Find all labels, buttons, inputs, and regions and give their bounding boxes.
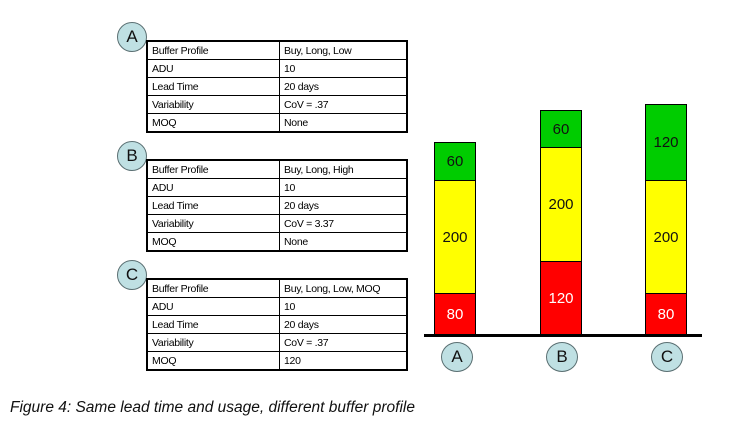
row-value: 120 <box>279 351 408 371</box>
yellow-zone: 200 <box>540 147 582 262</box>
figure-caption: Figure 4: Same lead time and usage, diff… <box>10 399 415 416</box>
row-label: ADU <box>146 59 280 78</box>
row-label: Lead Time <box>146 196 280 215</box>
row-label: Variability <box>146 333 280 352</box>
table-row: MOQ None <box>146 113 408 133</box>
table-row: Variability CoV = 3.37 <box>146 214 408 233</box>
green-zone: 60 <box>434 142 476 181</box>
row-value: Buy, Long, Low <box>279 40 408 60</box>
yellow-zone: 200 <box>434 180 476 294</box>
row-label: Buffer Profile <box>146 159 280 179</box>
buffer-bar-c: 120 200 80 <box>645 104 687 335</box>
green-zone: 60 <box>540 110 582 148</box>
bar-label-a: A <box>441 342 473 372</box>
bar-label-c: C <box>651 342 683 372</box>
row-label: Variability <box>146 214 280 233</box>
table-row: MOQ 120 <box>146 351 408 371</box>
row-value: Buy, Long, Low, MOQ <box>279 278 408 298</box>
table-row: ADU 10 <box>146 59 408 78</box>
row-label: MOQ <box>146 351 280 371</box>
row-value: None <box>279 113 408 133</box>
row-value: None <box>279 232 408 252</box>
badge-c: C <box>117 260 147 290</box>
red-zone: 80 <box>434 293 476 335</box>
red-zone: 120 <box>540 261 582 335</box>
table-row: Lead Time 20 days <box>146 196 408 215</box>
row-label: ADU <box>146 178 280 197</box>
red-zone: 80 <box>645 293 687 335</box>
badge-b: B <box>117 141 147 171</box>
buffer-bar-b: 60 200 120 <box>540 110 582 335</box>
row-label: Buffer Profile <box>146 40 280 60</box>
baseline <box>424 334 702 337</box>
row-value: 20 days <box>279 196 408 215</box>
green-zone: 120 <box>645 104 687 181</box>
table-row: Lead Time 20 days <box>146 77 408 96</box>
row-value: 20 days <box>279 77 408 96</box>
table-row: Variability CoV = .37 <box>146 333 408 352</box>
yellow-zone: 200 <box>645 180 687 294</box>
table-row: ADU 10 <box>146 178 408 197</box>
row-label: Lead Time <box>146 77 280 96</box>
table-row: Lead Time 20 days <box>146 315 408 334</box>
table-row: MOQ None <box>146 232 408 252</box>
row-label: Lead Time <box>146 315 280 334</box>
row-label: MOQ <box>146 113 280 133</box>
row-value: 10 <box>279 178 408 197</box>
table-row: Buffer Profile Buy, Long, High <box>146 159 408 179</box>
table-row: ADU 10 <box>146 297 408 316</box>
row-label: ADU <box>146 297 280 316</box>
profile-table-b: Buffer Profile Buy, Long, High ADU 10 Lead… <box>146 159 408 252</box>
badge-a: A <box>117 22 147 52</box>
row-label: MOQ <box>146 232 280 252</box>
row-value: 10 <box>279 297 408 316</box>
table-row: Variability CoV = .37 <box>146 95 408 114</box>
buffer-bar-a: 60 200 80 <box>434 142 476 335</box>
bar-label-b: B <box>546 342 578 372</box>
row-value: CoV = 3.37 <box>279 214 408 233</box>
row-value: 20 days <box>279 315 408 334</box>
row-value: CoV = .37 <box>279 95 408 114</box>
profile-table-c: Buffer Profile Buy, Long, Low, MOQ ADU 10 … <box>146 278 408 371</box>
row-label: Variability <box>146 95 280 114</box>
row-value: CoV = .37 <box>279 333 408 352</box>
row-value: Buy, Long, High <box>279 159 408 179</box>
table-row: Buffer Profile Buy, Long, Low <box>146 40 408 60</box>
row-value: 10 <box>279 59 408 78</box>
table-row: Buffer Profile Buy, Long, Low, MOQ <box>146 278 408 298</box>
row-label: Buffer Profile <box>146 278 280 298</box>
profile-table-a: Buffer Profile Buy, Long, Low ADU 10 Lead … <box>146 40 408 133</box>
